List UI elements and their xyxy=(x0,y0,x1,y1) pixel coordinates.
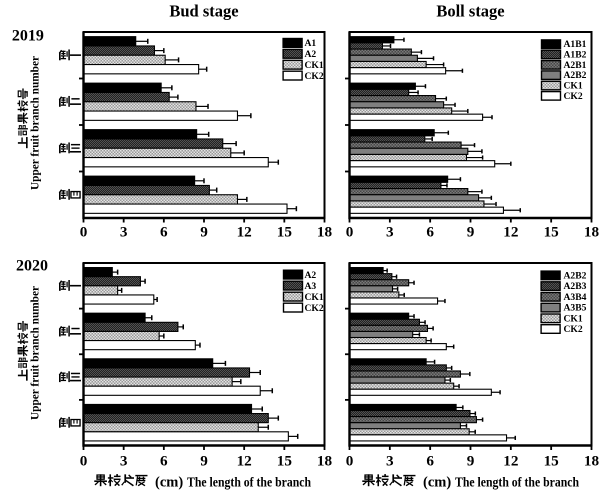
svg-text:(cm): (cm) xyxy=(423,475,451,491)
svg-text:CK1: CK1 xyxy=(564,313,583,324)
svg-text:CK2: CK2 xyxy=(305,303,324,314)
svg-text:A2: A2 xyxy=(305,49,317,60)
svg-text:3: 3 xyxy=(120,453,128,470)
svg-text:A1B1: A1B1 xyxy=(564,39,587,50)
svg-text:0: 0 xyxy=(346,224,354,241)
svg-text:Boll stage: Boll stage xyxy=(436,2,504,21)
svg-text:15: 15 xyxy=(277,224,293,241)
svg-text:The length of the branch: The length of the branch xyxy=(187,475,311,490)
svg-text:A1B2: A1B2 xyxy=(564,50,587,61)
svg-text:A2B2: A2B2 xyxy=(564,271,587,282)
svg-text:2020: 2020 xyxy=(16,258,48,275)
svg-text:9: 9 xyxy=(200,453,208,470)
svg-text:A3B4: A3B4 xyxy=(564,292,587,303)
svg-text:3: 3 xyxy=(120,224,128,241)
svg-text:(cm): (cm) xyxy=(155,475,183,491)
svg-text:12: 12 xyxy=(503,453,518,470)
svg-text:A2B1: A2B1 xyxy=(564,60,587,71)
svg-text:18: 18 xyxy=(317,453,333,470)
svg-text:15: 15 xyxy=(277,453,293,470)
svg-text:A2B2: A2B2 xyxy=(564,70,587,81)
svg-text:6: 6 xyxy=(160,224,168,241)
svg-text:Upper fruit branch number: Upper fruit branch number xyxy=(29,286,41,420)
svg-text:18: 18 xyxy=(317,224,333,241)
svg-text:9: 9 xyxy=(200,224,208,241)
svg-text:CK1: CK1 xyxy=(305,60,324,71)
svg-text:A2B3: A2B3 xyxy=(564,281,587,292)
svg-text:A3B5: A3B5 xyxy=(564,303,587,314)
svg-text:Bud stage: Bud stage xyxy=(169,2,238,21)
svg-text:CK1: CK1 xyxy=(564,81,583,92)
svg-text:Upper fruit branch number: Upper fruit branch number xyxy=(29,56,41,190)
svg-text:6: 6 xyxy=(426,453,434,470)
svg-text:18: 18 xyxy=(584,224,600,241)
svg-text:15: 15 xyxy=(544,453,560,470)
svg-text:12: 12 xyxy=(503,224,518,241)
svg-text:A3: A3 xyxy=(305,281,317,292)
svg-text:9: 9 xyxy=(467,224,475,241)
svg-text:0: 0 xyxy=(80,453,88,470)
svg-text:CK2: CK2 xyxy=(305,71,324,82)
svg-text:A1: A1 xyxy=(305,38,317,49)
svg-text:6: 6 xyxy=(426,224,434,241)
svg-text:CK1: CK1 xyxy=(305,292,324,303)
svg-text:6: 6 xyxy=(160,453,168,470)
svg-text:CK2: CK2 xyxy=(564,91,583,102)
svg-text:15: 15 xyxy=(544,224,560,241)
svg-text:18: 18 xyxy=(584,453,600,470)
svg-text:12: 12 xyxy=(237,224,252,241)
svg-text:3: 3 xyxy=(386,453,394,470)
svg-text:12: 12 xyxy=(237,453,252,470)
svg-text:CK2: CK2 xyxy=(564,324,583,335)
svg-text:0: 0 xyxy=(80,224,88,241)
svg-text:0: 0 xyxy=(346,453,354,470)
svg-text:2019: 2019 xyxy=(12,28,44,45)
svg-text:The length of the branch: The length of the branch xyxy=(455,475,579,490)
svg-text:A2: A2 xyxy=(305,270,317,281)
svg-text:3: 3 xyxy=(386,224,394,241)
svg-text:9: 9 xyxy=(467,453,475,470)
